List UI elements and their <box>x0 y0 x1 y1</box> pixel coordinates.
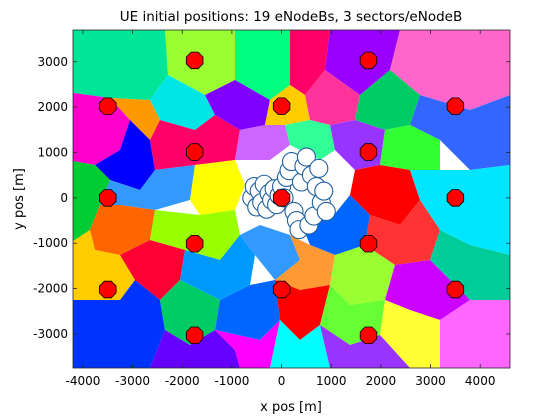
enodeb-marker <box>185 51 204 70</box>
sector-region <box>120 240 185 300</box>
sector-region <box>73 30 168 100</box>
x-tick-label: -1000 <box>214 374 249 388</box>
y-tick-label: 2000 <box>37 100 68 114</box>
sector-region <box>190 160 245 215</box>
plot-border <box>72 29 511 369</box>
sector-region <box>380 300 440 368</box>
sector-region <box>180 235 255 300</box>
y-axis-label: y pos [m] <box>12 168 27 230</box>
sector-region <box>380 125 440 170</box>
x-tick-label: -3000 <box>115 374 150 388</box>
enodeb-marker <box>99 189 117 207</box>
enodeb-marker <box>446 280 465 299</box>
x-tick-label: 4000 <box>465 374 496 388</box>
sector-region <box>275 235 335 290</box>
sector-region <box>290 30 330 95</box>
enodeb-marker <box>99 280 117 299</box>
y-axis: -3000 -2000 -1000 0 1000 2000 3000 <box>33 55 510 341</box>
x-tick-label: -4000 <box>65 374 100 388</box>
sector-region <box>320 325 410 368</box>
enodeb-marker <box>185 234 204 253</box>
enodeb-marker <box>272 189 291 207</box>
sector-region <box>73 161 110 242</box>
sector-region <box>300 195 370 255</box>
sector-region <box>235 125 290 160</box>
sector-region <box>205 80 270 130</box>
sector-region <box>73 280 165 368</box>
sector-region <box>150 75 215 130</box>
y-tick-label: -3000 <box>33 327 68 341</box>
chart-title: UE initial positions: 19 eNodeBs, 3 sect… <box>120 9 462 25</box>
enodeb-marker <box>359 51 378 70</box>
sector-region <box>240 225 300 280</box>
sector-region <box>410 165 510 255</box>
y-tick-label: -2000 <box>33 282 68 296</box>
sector-region <box>90 205 155 255</box>
ue-point <box>316 201 336 222</box>
x-axis-label: x pos [m] <box>260 400 322 415</box>
ue-point <box>296 147 316 167</box>
x-axis: -4000 -3000 -2000 -1000 0 1000 2000 3000 4000 <box>65 30 495 388</box>
sector-region <box>110 98 160 140</box>
sector-region <box>73 230 135 300</box>
x-tick-label: 1000 <box>316 374 347 388</box>
x-tick-label: 0 <box>278 374 286 388</box>
sector-region <box>235 30 290 100</box>
sector-region <box>350 165 420 225</box>
sector-region <box>100 165 195 210</box>
enodeb-marker <box>359 234 378 253</box>
enodeb-marker <box>446 97 465 115</box>
sector-region <box>305 70 360 125</box>
x-tick-label: -2000 <box>165 374 200 388</box>
sector-region <box>150 115 240 170</box>
sector-region <box>215 320 280 368</box>
enodeb-marker <box>185 143 204 161</box>
ue-points <box>242 147 336 240</box>
enodeb-marker <box>359 326 378 345</box>
sector-region <box>355 70 420 130</box>
enodeb-marker <box>359 143 378 161</box>
y-tick-label: -1000 <box>33 236 68 250</box>
sector-region <box>285 120 335 160</box>
enodeb-marker <box>446 189 465 207</box>
sector-region <box>275 280 330 340</box>
ue-point <box>309 158 329 178</box>
sector-region <box>215 280 280 340</box>
sector-region <box>440 300 510 368</box>
enodeb-marker <box>99 97 117 115</box>
enodeb-marker <box>185 326 204 345</box>
sector-region <box>430 230 510 300</box>
enodeb-markers <box>99 51 465 345</box>
y-tick-label: 3000 <box>37 55 68 69</box>
sector-regions <box>73 30 510 368</box>
sector-region <box>73 92 130 165</box>
enodeb-marker <box>272 97 291 115</box>
sector-region <box>160 280 220 345</box>
sector-region <box>365 200 440 265</box>
sector-region <box>390 30 510 110</box>
plot-area <box>72 29 511 369</box>
sector-region <box>385 260 470 320</box>
ue-point <box>314 181 334 201</box>
sector-region <box>95 120 155 190</box>
sector-region <box>410 95 510 170</box>
enodeb-marker <box>272 280 291 299</box>
sector-region <box>330 245 395 305</box>
y-tick-label: 1000 <box>37 145 68 159</box>
sector-region <box>150 330 240 368</box>
sector-region <box>270 320 330 368</box>
x-tick-label: 3000 <box>415 374 446 388</box>
y-tick-label: 0 <box>60 191 68 205</box>
x-tick-label: 2000 <box>366 374 397 388</box>
